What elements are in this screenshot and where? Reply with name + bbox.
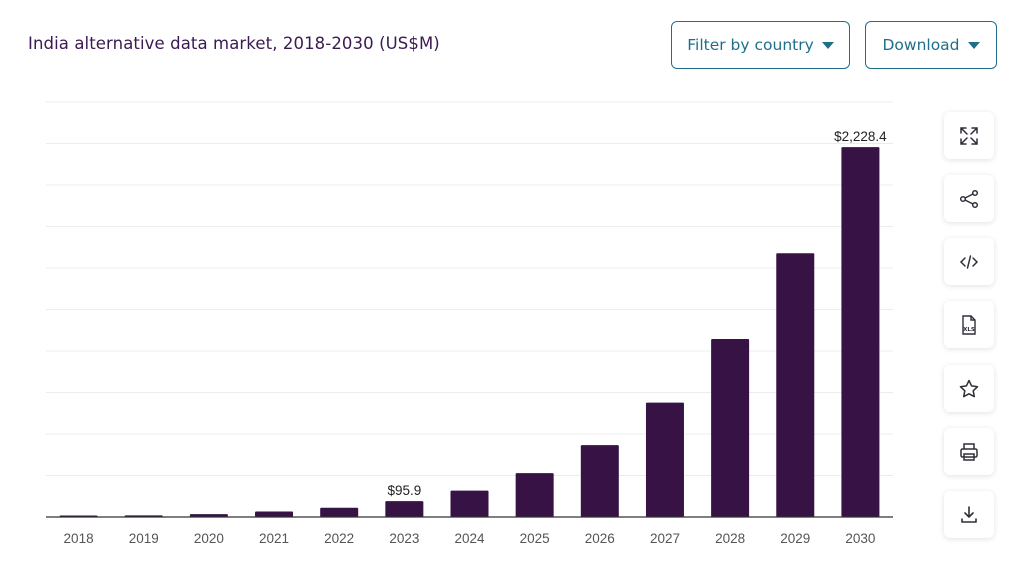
bar-chart: 2018 2019 2020 2021 2022 2023 $95.9 2024 2025 202… (46, 101, 893, 546)
x-tick-label: 2018 (64, 531, 94, 546)
xls-export-button[interactable]: XLS (944, 301, 994, 348)
fullscreen-icon (960, 126, 978, 145)
x-tick-label: 2023 (389, 531, 419, 546)
x-tick-label: 2024 (454, 531, 485, 546)
x-tick-label: 2030 (845, 531, 875, 546)
print-button[interactable] (944, 428, 994, 475)
bar (320, 507, 359, 517)
x-tick-label: 2029 (780, 531, 810, 546)
caret-down-icon (967, 41, 980, 49)
embed-code-icon (959, 254, 979, 269)
bar (580, 445, 619, 517)
favorite-button[interactable] (944, 365, 994, 412)
x-tick-label: 2026 (585, 531, 615, 546)
download-chart-button[interactable] (944, 491, 994, 538)
x-tick-label: 2019 (129, 531, 159, 546)
filter-by-country-button[interactable]: Filter by country (671, 21, 850, 69)
bar (841, 147, 880, 517)
bar (515, 473, 554, 517)
x-tick-label: 2022 (324, 531, 354, 546)
x-tick-label: 2027 (650, 531, 680, 546)
x-tick-label: 2021 (259, 531, 289, 546)
download-button-label: Download (882, 36, 960, 54)
data-label: $95.9 (387, 483, 421, 498)
bar (255, 511, 294, 517)
bar (776, 253, 815, 517)
download-dropdown-button[interactable]: Download (865, 21, 997, 69)
xls-file-icon: XLS (962, 314, 976, 335)
embed-button[interactable] (944, 238, 994, 285)
fullscreen-button[interactable] (944, 112, 994, 159)
data-label: $2,228.4 (834, 129, 887, 144)
x-tick-label: 2028 (715, 531, 745, 546)
bar (711, 339, 750, 517)
svg-text:XLS: XLS (963, 327, 975, 333)
download-icon (961, 505, 977, 523)
share-icon (959, 189, 979, 208)
bar (385, 501, 424, 517)
bar (645, 402, 684, 517)
bar (189, 514, 228, 517)
chart-title: India alternative data market, 2018-2030… (28, 34, 440, 53)
caret-down-icon (821, 41, 834, 49)
share-button[interactable] (944, 175, 994, 222)
x-tick-label: 2025 (520, 531, 550, 546)
x-tick-label: 2020 (194, 531, 224, 546)
print-icon (960, 442, 978, 461)
filter-button-label: Filter by country (687, 36, 814, 54)
bar (450, 490, 489, 517)
star-icon (959, 379, 979, 397)
